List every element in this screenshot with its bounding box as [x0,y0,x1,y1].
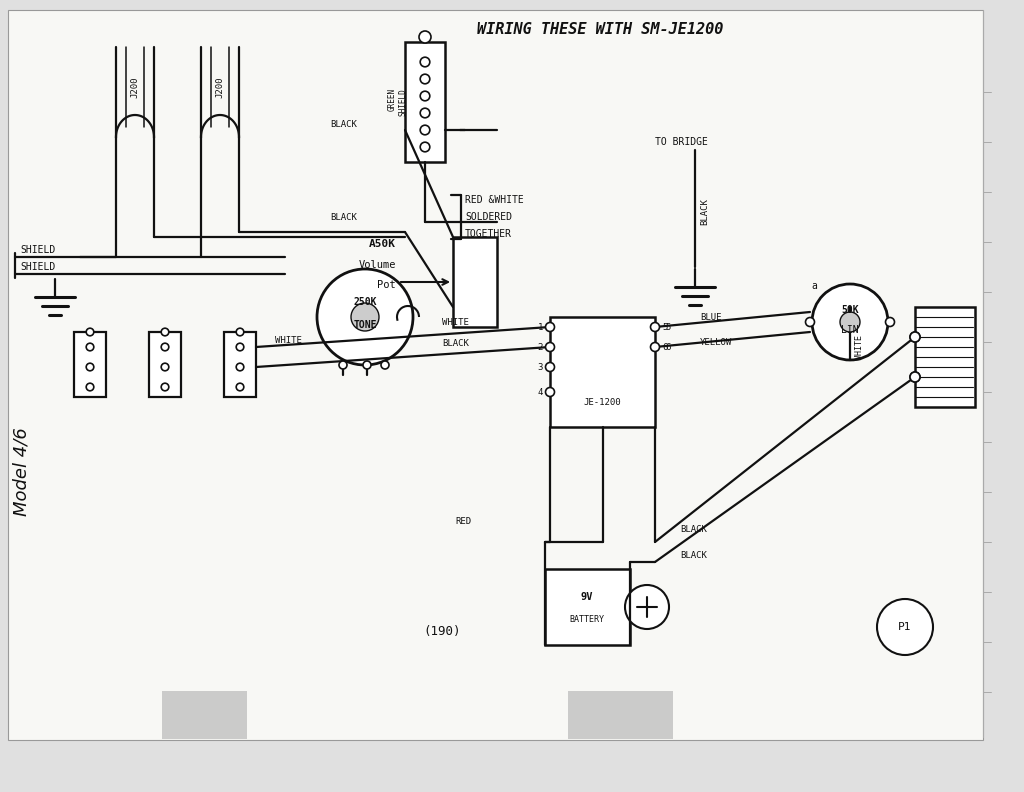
Text: 4: 4 [538,387,543,397]
Bar [453,237,497,327]
Circle shape [910,332,920,342]
Circle shape [546,322,555,332]
Circle shape [420,125,430,135]
Text: SOLDERED: SOLDERED [465,212,512,222]
Circle shape [317,269,413,365]
Text: 250K: 250K [353,297,377,307]
Text: BATTERY: BATTERY [569,615,604,623]
Bar [915,307,975,407]
Bar [545,569,630,645]
Circle shape [351,303,379,331]
Circle shape [237,328,244,336]
Circle shape [910,372,920,382]
Text: WHITE: WHITE [855,334,864,360]
Text: 50K: 50K [841,305,859,315]
Circle shape [237,364,244,371]
Circle shape [161,343,169,351]
Text: WHITE: WHITE [275,336,302,345]
Circle shape [886,318,895,326]
Text: 2: 2 [538,342,543,352]
Text: YELLOW: YELLOW [700,337,732,347]
Circle shape [161,383,169,390]
Text: BLACK: BLACK [680,526,707,535]
Circle shape [86,364,94,371]
Text: BLACK: BLACK [700,199,709,226]
Text: (190): (190) [423,626,461,638]
Text: 6: 6 [662,342,668,352]
Circle shape [161,328,169,336]
Bar [550,317,655,427]
Circle shape [650,342,659,352]
Text: P1: P1 [898,622,911,632]
Text: J200: J200 [215,76,224,97]
Text: A50K: A50K [369,239,396,249]
Circle shape [420,74,430,84]
Circle shape [86,383,94,390]
Bar [150,332,181,397]
Circle shape [381,361,389,369]
Text: BLACK: BLACK [330,120,357,128]
Circle shape [86,343,94,351]
Circle shape [625,585,669,629]
Text: 3: 3 [538,363,543,371]
Text: BLACK: BLACK [442,338,469,348]
Circle shape [86,328,94,336]
Circle shape [546,342,555,352]
Text: WIRING THESE WITH SM-JE1200: WIRING THESE WITH SM-JE1200 [477,22,723,37]
Text: WHITE: WHITE [442,318,469,326]
Text: a: a [811,281,817,291]
Circle shape [812,284,888,360]
Bar [406,42,445,162]
Text: 1: 1 [538,322,543,332]
Circle shape [420,143,430,152]
Circle shape [910,332,920,342]
Circle shape [237,343,244,351]
Bar [74,332,106,397]
Circle shape [161,364,169,371]
Bar [567,691,673,739]
Text: 5: 5 [665,322,671,332]
Text: Pot: Pot [377,280,396,290]
Text: BLACK: BLACK [680,551,707,561]
Text: BLACK: BLACK [330,212,357,222]
Circle shape [362,361,371,369]
Text: RED &WHITE: RED &WHITE [465,195,523,205]
Circle shape [840,312,860,332]
Bar [163,691,248,739]
Circle shape [339,361,347,369]
Text: TONE: TONE [353,320,377,330]
Text: SHIELD: SHIELD [20,245,55,255]
Text: 6: 6 [665,342,671,352]
Bar [224,332,256,397]
Text: 5: 5 [662,322,668,332]
Circle shape [546,363,555,371]
Text: RED: RED [455,517,471,527]
Text: GREEN
SHIELD: GREEN SHIELD [388,88,407,116]
Circle shape [910,372,920,382]
Circle shape [806,318,814,326]
Text: 9V: 9V [581,592,593,602]
Text: Model 4/6: Model 4/6 [13,428,31,516]
Text: TO BRIDGE: TO BRIDGE [655,137,708,147]
Text: J200: J200 [130,76,139,97]
Circle shape [420,57,430,67]
Circle shape [546,387,555,397]
Circle shape [420,91,430,101]
Text: TOGETHER: TOGETHER [465,229,512,239]
Text: BLUE: BLUE [700,313,722,322]
Text: SHIELD: SHIELD [20,262,55,272]
Circle shape [650,322,659,332]
Text: Volume: Volume [358,260,396,270]
Circle shape [877,599,933,655]
Circle shape [420,109,430,118]
Circle shape [237,383,244,390]
Text: JE-1200: JE-1200 [584,398,622,406]
Circle shape [419,31,431,43]
Text: LIN: LIN [841,325,859,335]
